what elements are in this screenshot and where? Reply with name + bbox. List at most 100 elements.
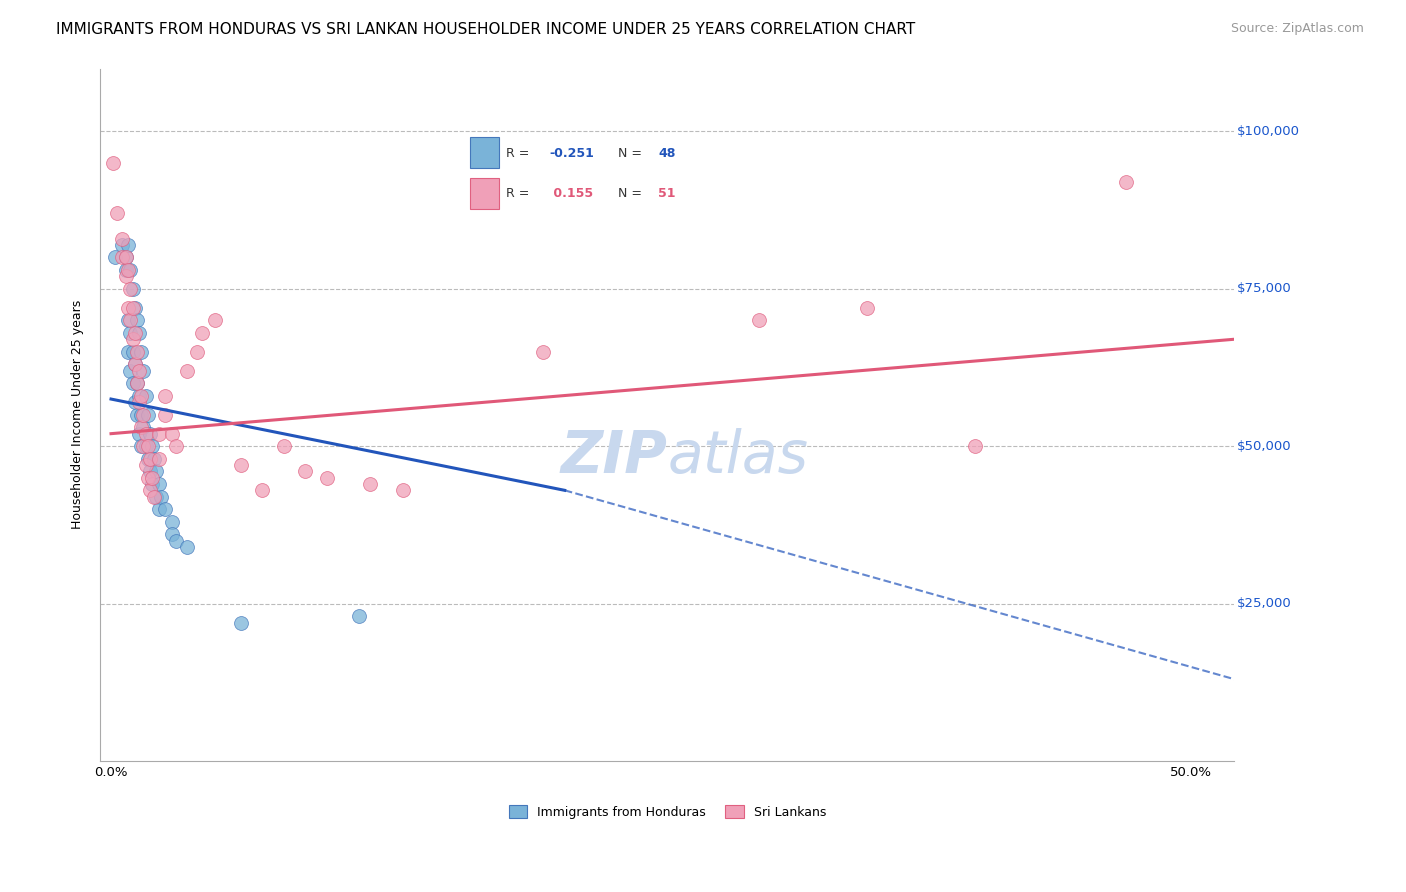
Point: [120, 326, 142, 340]
Point: [121, 376, 143, 391]
Point: [128, 389, 150, 403]
Y-axis label: Householder Income Under 25 years: Householder Income Under 25 years: [72, 300, 84, 530]
Text: ZIP: ZIP: [561, 428, 668, 485]
Point: [153, 502, 176, 516]
Point: [129, 344, 152, 359]
Point: [104, 251, 127, 265]
Legend: Immigrants from Honduras, Sri Lankans: Immigrants from Honduras, Sri Lankans: [503, 800, 831, 824]
Point: [1115, 175, 1137, 189]
Point: [124, 358, 146, 372]
Point: [120, 313, 142, 327]
Point: [141, 477, 163, 491]
Point: [160, 527, 183, 541]
Point: [101, 156, 124, 170]
Point: [136, 408, 159, 422]
Point: [139, 483, 162, 498]
Point: [135, 439, 157, 453]
Point: [132, 420, 155, 434]
Point: [252, 483, 274, 498]
Point: [204, 313, 226, 327]
Point: [111, 231, 134, 245]
Point: [160, 515, 183, 529]
Point: [136, 471, 159, 485]
Point: [349, 609, 371, 624]
Point: [136, 451, 159, 466]
Point: [316, 471, 339, 485]
Point: [135, 426, 157, 441]
Point: [120, 364, 142, 378]
Point: [135, 458, 157, 472]
Point: [148, 451, 170, 466]
Point: [121, 332, 143, 346]
Point: [107, 206, 129, 220]
Point: [121, 282, 143, 296]
Point: [117, 344, 139, 359]
Point: [359, 477, 381, 491]
Point: [121, 301, 143, 315]
Point: [115, 263, 138, 277]
Point: [132, 408, 155, 422]
Point: [856, 301, 879, 315]
Point: [149, 490, 172, 504]
Point: [148, 426, 170, 441]
Point: [111, 237, 134, 252]
Point: [148, 502, 170, 516]
Point: [176, 540, 198, 554]
Point: [117, 313, 139, 327]
Text: $100,000: $100,000: [1237, 125, 1299, 138]
Point: [273, 439, 295, 453]
Point: [160, 426, 183, 441]
Point: [748, 313, 770, 327]
Point: [153, 389, 176, 403]
Point: [294, 465, 316, 479]
Point: [125, 408, 148, 422]
Point: [117, 237, 139, 252]
Point: [124, 326, 146, 340]
Point: [229, 458, 252, 472]
Point: [190, 326, 212, 340]
Point: [115, 251, 138, 265]
Point: [124, 358, 146, 372]
Point: [139, 465, 162, 479]
Point: [141, 471, 163, 485]
Point: [120, 282, 142, 296]
Point: [136, 439, 159, 453]
Point: [229, 615, 252, 630]
Point: [125, 376, 148, 391]
Point: [132, 364, 155, 378]
Point: [143, 451, 166, 466]
Point: [115, 269, 138, 284]
Point: [531, 344, 554, 359]
Point: [153, 408, 176, 422]
Point: [129, 389, 152, 403]
Point: [141, 439, 163, 453]
Point: [125, 344, 148, 359]
Point: [145, 490, 167, 504]
Point: [115, 251, 138, 265]
Text: Source: ZipAtlas.com: Source: ZipAtlas.com: [1230, 22, 1364, 36]
Point: [186, 344, 208, 359]
Point: [139, 426, 162, 441]
Point: [129, 408, 152, 422]
Point: [145, 465, 167, 479]
Point: [129, 439, 152, 453]
Point: [165, 533, 187, 548]
Point: [148, 477, 170, 491]
Text: $25,000: $25,000: [1237, 597, 1292, 610]
Point: [143, 490, 166, 504]
Point: [128, 326, 150, 340]
Point: [117, 301, 139, 315]
Text: IMMIGRANTS FROM HONDURAS VS SRI LANKAN HOUSEHOLDER INCOME UNDER 25 YEARS CORRELA: IMMIGRANTS FROM HONDURAS VS SRI LANKAN H…: [56, 22, 915, 37]
Point: [165, 439, 187, 453]
Point: [129, 420, 152, 434]
Point: [128, 395, 150, 409]
Point: [132, 439, 155, 453]
Point: [117, 263, 139, 277]
Point: [125, 313, 148, 327]
Point: [176, 364, 198, 378]
Point: [965, 439, 987, 453]
Point: [125, 376, 148, 391]
Point: [135, 389, 157, 403]
Text: atlas: atlas: [668, 428, 808, 485]
Text: $50,000: $50,000: [1237, 440, 1291, 453]
